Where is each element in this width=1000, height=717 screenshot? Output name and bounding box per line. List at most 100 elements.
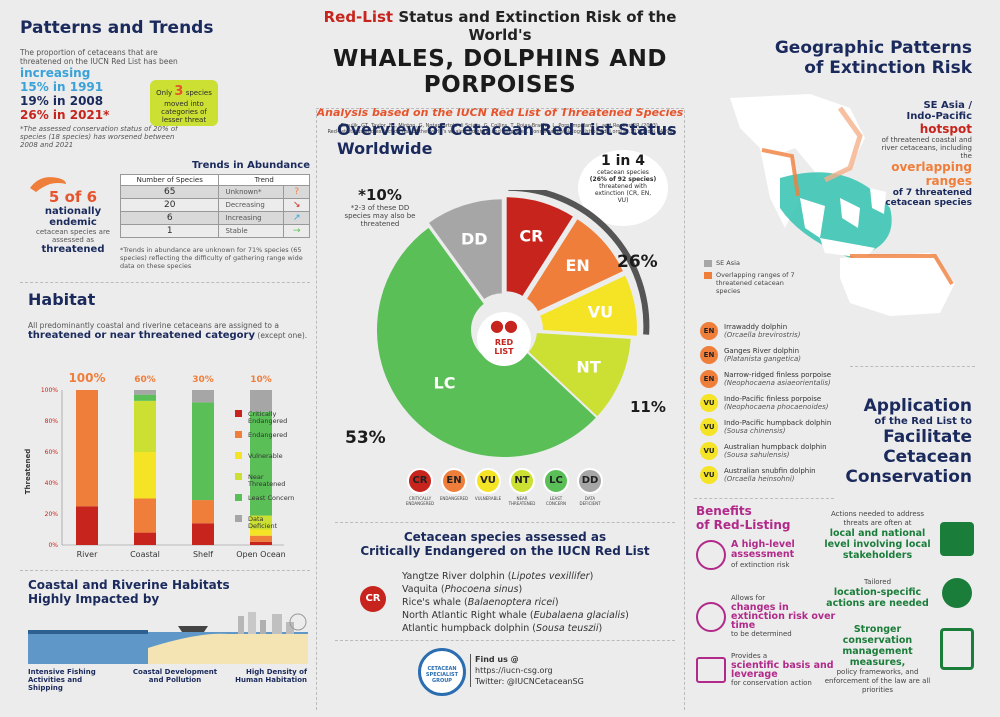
endemic-threat: threatened [41,244,105,255]
divider-left [316,110,317,710]
list-item: EN Ganges River dolphin (Platanista ganget… [700,346,860,364]
species-sci: Phocoena sinus [444,584,519,595]
red-list-drops-icon: ●● [490,316,518,335]
location-icon [942,578,972,608]
geo-title-1: Geographic Patterns [774,38,972,58]
legend-label: Endangered [248,431,287,439]
patterns-note: *The assessed conservation status of 20%… [20,125,178,149]
right-3: Stronger conservation management measure… [820,624,935,695]
red-list-text: RED LIST [494,338,514,356]
trend-n: 6 [119,211,220,225]
table-row: 6 Increasing ↗ [119,211,310,225]
species-sci: (Sousa chinensis) [724,427,786,435]
list-item: EN Irrawaddy dolphin (Orcaella brevirostri… [700,322,860,340]
legend-label: Near Threatened [247,473,285,488]
benefit-3: Provides a scientific basis and leverage… [696,652,836,688]
benefit-1-text: A high-level assessment of extinction ri… [731,540,836,570]
pie-slice-label: CR [519,227,543,246]
species-name: Indo-Pacific finless porpoise [724,395,822,403]
status-badge: EN [700,346,718,364]
right-3-bold: Stronger conservation management measure… [842,624,913,668]
endemic-num: 5 of 6 [48,188,98,206]
patterns-intro: The proportion of cetaceans that are thr… [20,48,178,66]
habitat-chart: Threatened 0% 20% 40% 60% 80% 100% River 100% Coa… [24,371,294,559]
divider-left-1 [20,282,310,283]
table-row: 20 Decreasing ↘ [119,198,310,212]
right-2-bold: location-specific actions are needed [826,587,929,609]
species-name: Indo-Pacific humpback dolphin [724,419,832,427]
habitat-panel: Habitat All predominantly coastal and ri… [28,290,313,341]
arrow-down-icon: ↘ [283,198,310,212]
dd-note-text: *2-3 of these DD species may also be thr… [344,204,416,228]
species-sci: (Sousa sahulensis) [724,451,790,459]
coastal-label-2: Coastal Development and Pollution [132,668,218,684]
hot-a: SE Asia / [923,100,972,111]
bar-segment [134,400,156,452]
legend-name: NEAR THREATENED [508,496,536,506]
y-tick-label: 40% [45,480,59,487]
monitor-icon [696,657,726,683]
benefit-3-pre: Provides a [731,652,768,660]
x-tick-label: River [77,550,98,559]
x-tick-label: Shelf [193,550,213,559]
y-tick-label: 100% [41,387,58,394]
status-badge: VU [700,418,718,436]
pie-slice [537,273,639,338]
coastal-label-1: Intensive Fishing Activities and Shippin… [28,668,96,692]
application-block: Application of the Red List to Facilitat… [840,396,972,487]
benefit-2-pre: Allows for [731,594,766,602]
threat-pct: 26% [617,252,658,272]
legend-swatch [235,473,242,480]
bar-segment [134,394,156,401]
list-item: EN Narrow-ridged finless porpoise (Neophoc… [700,370,860,388]
species-sci: Lipotes vexillifer [511,571,590,582]
patterns-increasing: increasing [20,66,91,80]
app-t5: Conservation [845,467,972,487]
arrow-up-icon: ↗ [283,211,310,225]
table-row: 1 Stable → [119,224,310,238]
bar-top-label: 100% [68,371,105,385]
management-icon [940,628,974,670]
coastal-label-3: High Density of Human Habitation [235,668,307,684]
list-item: Vaquita (Phocoena sinus) [402,584,523,595]
hotspot-box: SE Asia / Indo-Pacific hotspot of threat… [870,100,972,208]
divider-right-2 [694,498,834,499]
find-url[interactable]: https://iucn-csg.org [475,666,553,675]
habitat-intro-end: (except one). [257,331,308,340]
geo-title-2: of Extinction Risk [804,58,972,78]
trends-head-trend: Trend [218,174,310,186]
legend-name: LEAST CONCERN [545,496,567,506]
species-text: Indo-Pacific finless porpoise (Neophocaen… [724,395,829,411]
hot-b: Indo-Pacific [906,111,972,122]
title-big: WHALES, DOLPHINS AND PORPOISES [332,46,668,98]
cr-badge: CR [360,586,386,612]
habitat-intro-bold: threatened or near threatened category [28,330,255,341]
legend-item: EN ENDANGERED [439,468,469,506]
legend-item: NT NEAR THREATENED [507,468,537,506]
legend-name: ENDANGERED [439,496,469,501]
benefit-3-post: for conservation action [731,679,812,687]
species-sci: (Neophocaena asiaeorientalis) [724,379,831,387]
pie-slice [504,195,576,299]
legend-name: VULNERABLE [474,496,502,501]
pie-slice-label: VU [588,303,613,322]
find-twitter[interactable]: Twitter: @IUCNCetaceanSG [475,677,584,686]
trends-header: Number of Species Trend [119,174,310,186]
pie-slice [426,197,504,302]
title-line1: Red-List Status and Extinction Risk of t… [300,8,700,44]
bar-segment [250,411,272,516]
y-tick-label: 60% [45,449,59,456]
trend-label: Unknown* [218,185,285,199]
legend-name: DATA DEFICIENT [579,496,601,506]
legend-swatch [235,452,242,459]
species-name: Ganges River dolphin [724,347,800,355]
bar-segment [134,532,156,545]
trends-block: Trends in Abundance Number of Species Tr… [119,160,310,270]
legend-swatch [235,494,242,501]
bar-segment [192,402,214,501]
trends-title: Trends in Abundance [191,160,310,171]
bar-segment [192,523,214,545]
benefit-2-text: Allows for changes in extinction risk ov… [731,594,836,639]
csg-logo: CETACEAN SPECIALIST GROUP [418,648,466,696]
legend-swatch [235,410,242,417]
